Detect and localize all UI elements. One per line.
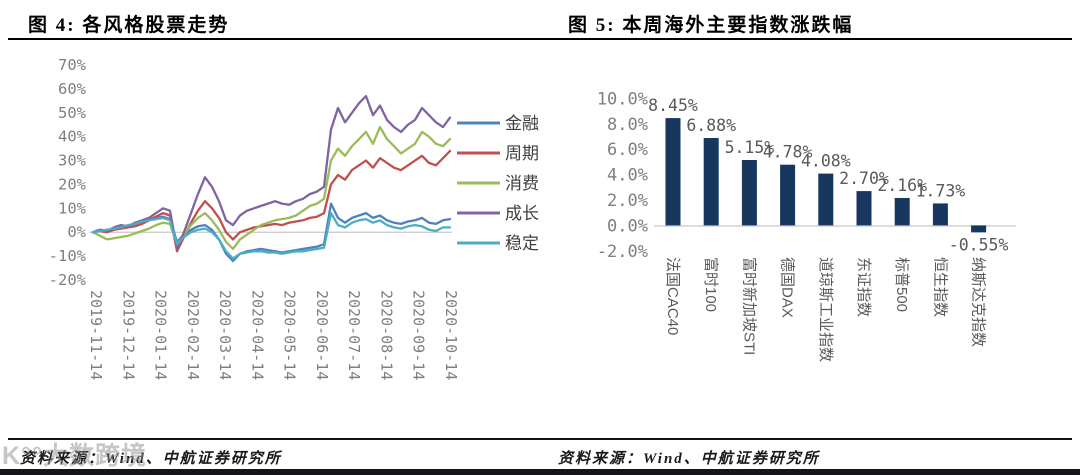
category-label: 道琼斯工业指数 — [817, 257, 834, 362]
y-axis-tick-label: 6.0% — [607, 140, 648, 160]
bar-富时100 — [703, 138, 719, 226]
bar-法国CAC40 — [665, 118, 681, 226]
bottom-border-bar — [0, 469, 1080, 475]
category-label: 恒生指数 — [931, 257, 948, 317]
y-axis-tick-label: 30% — [58, 152, 87, 170]
x-axis-date-label: 2020-03-14 — [216, 290, 234, 380]
series-line-稳定 — [91, 211, 452, 260]
series-line-成长 — [91, 94, 452, 251]
source-divider — [8, 438, 1072, 440]
category-label: 富时100 — [702, 257, 720, 312]
legend-label-消费: 消费 — [505, 174, 539, 193]
y-axis-tick-label: 20% — [58, 175, 87, 193]
y-axis-tick-label: -10% — [49, 247, 87, 265]
series-line-周期 — [91, 149, 452, 253]
figure4-title: 图 4: 各风格股票走势 — [28, 15, 230, 36]
bar-标普500 — [894, 197, 910, 226]
bar-道琼斯工业指数 — [818, 173, 834, 226]
y-axis-tick-label: 10.0% — [597, 89, 648, 109]
y-axis-tick-label: -20% — [49, 271, 87, 289]
bar-value-label: 4.08% — [801, 152, 851, 171]
category-label: 纳斯达克指数 — [970, 257, 987, 347]
category-label: 德国DAX — [779, 257, 797, 318]
bar-value-label: 5.15% — [725, 138, 775, 157]
bar-value-label: 2.16% — [877, 176, 927, 195]
bar-value-label: -0.55% — [949, 235, 1009, 254]
y-axis-tick-label: 2.0% — [607, 191, 648, 211]
y-axis-tick-label: 4.0% — [607, 166, 648, 186]
bar-value-label: 8.45% — [648, 96, 698, 115]
y-axis-tick-label: 0% — [67, 223, 86, 241]
bar-value-label: 2.70% — [839, 169, 889, 188]
bar-value-label: 6.88% — [686, 116, 736, 135]
bar-纳斯达克指数 — [971, 225, 987, 233]
y-axis-tick-label: 8.0% — [607, 115, 648, 135]
series-line-消费 — [91, 125, 452, 251]
x-axis-date-label: 2020-04-14 — [248, 290, 266, 380]
watermark: K°°大数跨境 — [2, 442, 148, 470]
y-axis-tick-label: 40% — [58, 128, 87, 146]
y-axis-tick-label: -2.0% — [597, 242, 648, 262]
y-axis-tick-label: 10% — [58, 199, 87, 217]
legend-label-金融: 金融 — [505, 114, 539, 133]
legend-label-周期: 周期 — [505, 144, 539, 163]
x-axis-date-label: 2020-09-14 — [410, 290, 428, 380]
bar-德国DAX — [780, 164, 796, 226]
bar-富时新加坡STI — [741, 159, 757, 226]
x-axis-date-label: 2020-07-14 — [345, 290, 363, 380]
category-label: 标普500 — [893, 257, 910, 312]
figure4-source: 资料来源：Wind、中航证券研究所 — [20, 451, 282, 467]
bar-东证指数 — [856, 191, 872, 226]
x-axis-date-label: 2020-08-14 — [377, 290, 395, 380]
y-axis-tick-label: 60% — [58, 80, 87, 98]
category-label: 东证指数 — [855, 257, 872, 317]
category-label: 法国CAC40 — [664, 257, 681, 335]
x-axis-date-label: 2020-02-14 — [184, 290, 202, 380]
legend-label-成长: 成长 — [505, 204, 539, 223]
x-axis-date-label: 2020-10-14 — [442, 290, 460, 380]
style-stocks-line-chart: 70% 60% 50% 40% 30% 20% 10% 0% -10% -20%2019-11-1… — [49, 56, 539, 380]
y-axis-tick-label: 0.0% — [607, 216, 648, 236]
x-axis-date-label: 2019-12-14 — [119, 290, 137, 380]
title-divider — [8, 38, 1072, 40]
bar-value-label: 4.78% — [763, 143, 813, 162]
overseas-index-bar-chart: 10.0% 8.0% 6.0% 4.0% 2.0% 0.0% -2.0% 8.45% 法国CAC… — [597, 89, 1016, 362]
x-axis-date-label: 2020-06-14 — [313, 290, 331, 380]
figure5-title: 图 5: 本周海外主要指数涨跌幅 — [568, 15, 854, 36]
y-axis-tick-label: 50% — [58, 104, 87, 122]
bar-value-label: 1.73% — [916, 181, 966, 200]
y-axis-tick-label: 70% — [58, 56, 87, 74]
bar-恒生指数 — [932, 203, 948, 226]
legend-label-稳定: 稳定 — [505, 234, 539, 253]
x-axis-date-label: 2019-11-14 — [87, 290, 105, 380]
x-axis-date-label: 2020-05-14 — [281, 290, 299, 380]
figure5-source: 资料来源：Wind、中航证券研究所 — [558, 451, 820, 467]
x-axis-date-label: 2020-01-14 — [152, 290, 170, 380]
category-label: 富时新加坡STI — [740, 257, 758, 355]
